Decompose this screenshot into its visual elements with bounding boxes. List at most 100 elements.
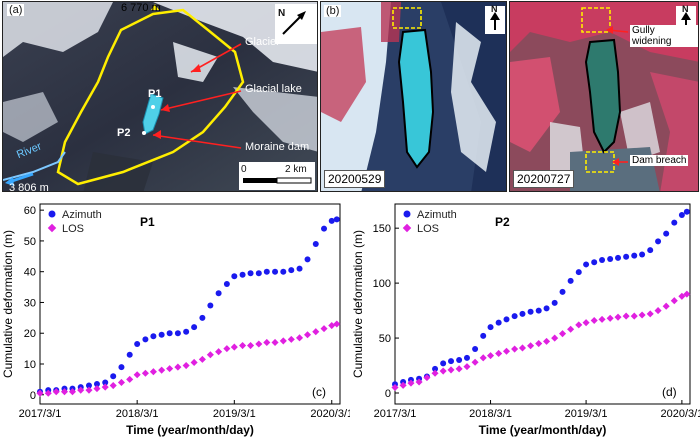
azimuth-point <box>272 268 279 275</box>
y-tick-label: 40 <box>24 267 36 279</box>
los-point <box>44 389 52 397</box>
x-tick-label: 2020/3/1 <box>660 408 700 420</box>
scale-2km-label: 2 km <box>285 164 307 175</box>
point-p2-label: P2 <box>117 127 131 139</box>
chart-p1-deformation: 0 10 20 30 40 50 60 2017/3/1 2018/3/1 2019/3/1 202… <box>1 203 350 437</box>
panel-b-image-before: (b) N 20200529 <box>320 1 507 192</box>
los-point <box>582 319 590 327</box>
los-point <box>126 375 134 383</box>
los-point <box>455 365 463 373</box>
y-axis-label: Cumulative deformation (m) <box>1 230 15 378</box>
azimuth-point <box>615 254 622 261</box>
panel-a-imagery <box>3 2 317 191</box>
azimuth-point <box>623 253 630 260</box>
x-tick-label: 2018/3/1 <box>116 408 159 420</box>
x-tick-label: 2017/3/1 <box>374 408 417 420</box>
los-point <box>36 389 44 397</box>
y-tick-label: 150 <box>373 223 391 235</box>
date-label-before: 20200529 <box>324 170 386 188</box>
azimuth-point <box>519 310 526 317</box>
azimuth-point <box>575 269 582 276</box>
north-arrow-label-b: N <box>491 4 498 14</box>
los-point <box>551 334 559 342</box>
los-point <box>303 331 312 339</box>
los-point <box>182 362 190 370</box>
los-point <box>206 351 214 359</box>
azimuth-point <box>174 330 181 337</box>
chart-p2-deformation: 0 50 100 150 2017/3/1 2018/3/1 2019/3/1 2020/3/… <box>351 203 700 437</box>
azimuth-point <box>671 219 678 226</box>
north-arrow-label-b2: N <box>682 4 689 14</box>
azimuth-point <box>134 341 141 347</box>
los-point <box>630 312 638 320</box>
azimuth-point <box>288 267 295 274</box>
azimuth-point <box>93 381 100 387</box>
azimuth-point <box>126 351 133 358</box>
los-point <box>598 315 606 323</box>
azimuth-point <box>191 324 198 331</box>
panel-b-image-after: Gully widening Dam breach N 20200727 <box>509 1 699 192</box>
y-tick-label: 50 <box>24 236 36 248</box>
y-tick-label: 0 <box>30 390 36 402</box>
azimuth-point <box>312 241 319 247</box>
los-point <box>471 358 479 366</box>
azimuth-point <box>583 261 590 268</box>
x-axis-label: Time (year/month/day) <box>479 423 607 437</box>
watershed-boundary <box>56 8 245 186</box>
plot-frame <box>394 203 691 405</box>
azimuth-point <box>110 373 117 380</box>
los-point <box>654 307 662 315</box>
glacial-lake-shape <box>142 93 164 135</box>
azimuth-point <box>280 268 287 275</box>
los-point <box>479 354 487 362</box>
azimuth-point <box>304 256 311 263</box>
x-tick-label: 2019/3/1 <box>213 408 256 420</box>
glacial-lake-label: Glacial lake <box>245 83 302 95</box>
azimuth-point <box>487 324 494 331</box>
los-point <box>271 338 279 346</box>
azimuth-point <box>150 333 157 340</box>
los-point <box>133 371 141 379</box>
azimuth-point <box>678 211 685 218</box>
los-point <box>502 347 511 355</box>
x-tick-label: 2017/3/1 <box>19 408 62 420</box>
azimuth-point <box>328 217 335 224</box>
los-point <box>279 337 287 345</box>
los-point <box>407 379 415 387</box>
los-point <box>77 386 85 394</box>
y-axis-label: Cumulative deformation (m) <box>351 230 365 378</box>
azimuth-point <box>321 225 328 232</box>
los-point <box>662 302 670 310</box>
azimuth-point <box>535 307 542 314</box>
legend-marker-azimuth <box>48 210 56 218</box>
azimuth-point <box>631 252 638 259</box>
los-point <box>391 383 399 392</box>
azimuth-point <box>448 358 455 365</box>
los-point <box>287 335 295 343</box>
los-point <box>320 325 328 333</box>
azimuth-point <box>647 247 654 254</box>
los-point <box>296 334 304 342</box>
los-point <box>439 367 447 375</box>
azimuth-point <box>599 257 606 264</box>
azimuth-point <box>663 230 670 237</box>
azimuth-point <box>551 299 558 306</box>
azimuth-point <box>567 277 574 284</box>
y-tick-label: 0 <box>385 388 391 400</box>
azimuth-point <box>559 288 566 295</box>
point-annotation: P1 <box>140 215 155 229</box>
azimuth-point <box>199 314 206 321</box>
plot-frame <box>39 203 341 405</box>
los-point <box>423 374 431 382</box>
panel-a-satellite-map: (a) 6 770 m 3 806 m River P1 P2 Glacier … <box>2 1 318 192</box>
los-point <box>543 337 551 345</box>
azimuth-point <box>543 305 550 312</box>
legend-marker-los <box>47 223 57 233</box>
azimuth-point <box>456 357 463 364</box>
los-point <box>646 310 654 318</box>
y-tick-label: 60 <box>24 205 36 217</box>
los-point <box>463 363 471 371</box>
los-point <box>93 385 101 393</box>
legend-label: Azimuth <box>417 209 457 221</box>
y-tick-label: 30 <box>24 297 36 309</box>
